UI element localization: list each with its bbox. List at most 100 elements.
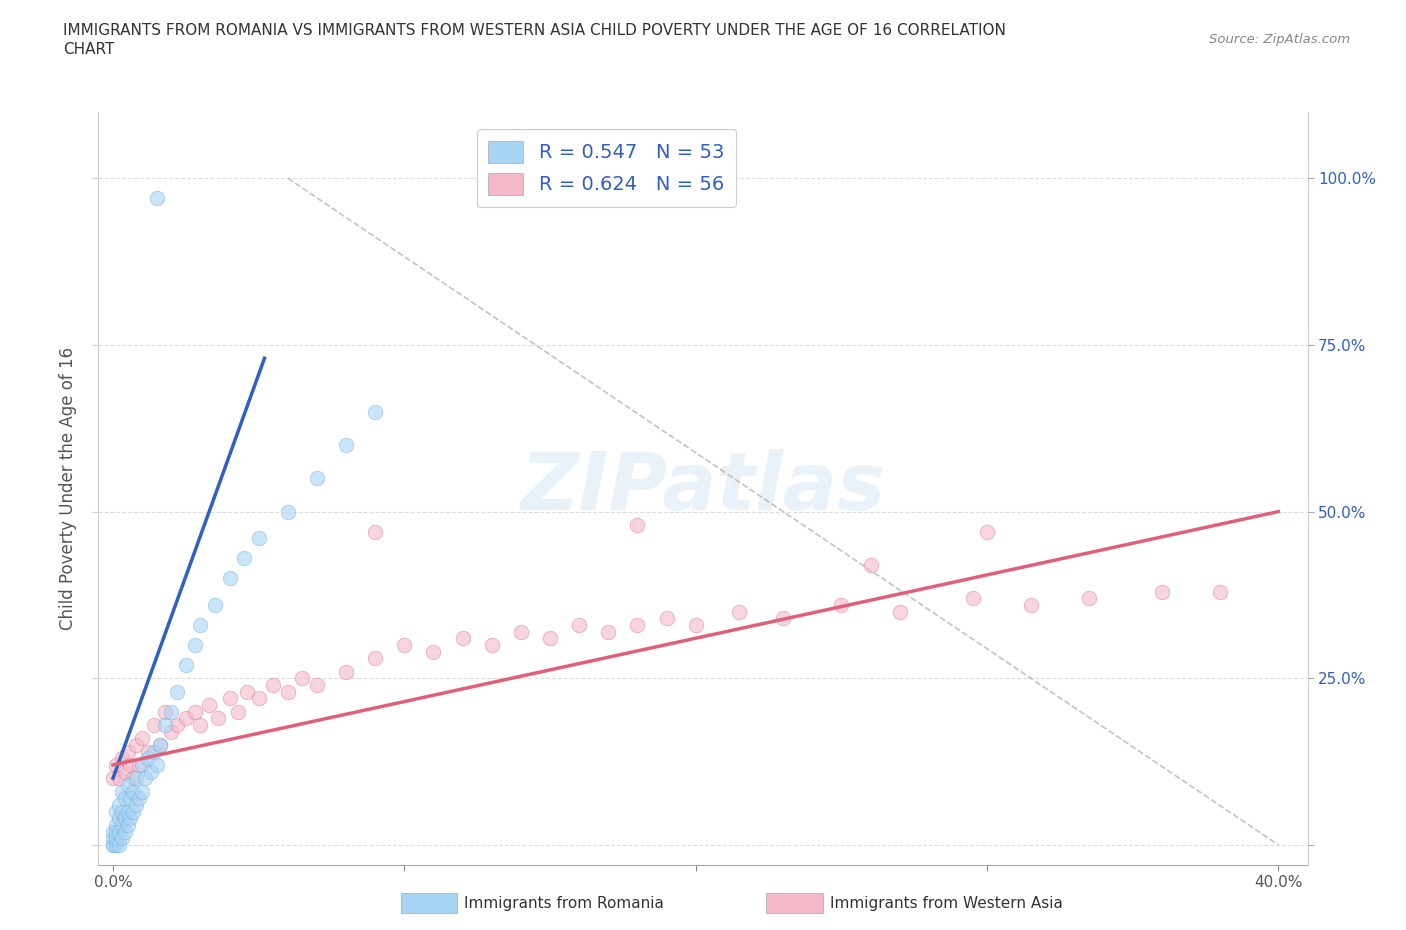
Point	[160, 724, 183, 739]
Point	[1150, 584, 1173, 599]
Point	[481, 637, 503, 652]
Point	[174, 711, 197, 725]
Point	[236, 684, 259, 699]
Point	[598, 624, 620, 639]
Text: CHART: CHART	[63, 42, 115, 57]
Point	[136, 751, 159, 765]
Point	[394, 637, 416, 652]
Point	[226, 704, 249, 719]
Point	[626, 618, 648, 632]
Point	[305, 471, 328, 485]
Point	[122, 804, 145, 819]
Point	[183, 637, 205, 652]
Text: ZIPatlas: ZIPatlas	[520, 449, 886, 527]
Point	[277, 684, 299, 699]
Point	[568, 618, 591, 632]
Point	[262, 677, 284, 692]
Point	[128, 757, 150, 772]
Point	[364, 405, 387, 419]
Point	[247, 691, 270, 706]
Point	[218, 571, 240, 586]
Point	[364, 525, 387, 539]
Point	[114, 811, 136, 826]
Point	[830, 597, 852, 612]
Point	[166, 684, 188, 699]
Point	[859, 557, 882, 572]
Text: Source: ZipAtlas.com: Source: ZipAtlas.com	[1209, 33, 1350, 46]
Point	[218, 691, 240, 706]
Point	[114, 790, 136, 805]
Point	[962, 591, 984, 605]
Point	[190, 618, 212, 632]
Point	[142, 744, 165, 759]
Point	[149, 737, 172, 752]
Point	[111, 784, 134, 799]
Point	[104, 824, 127, 839]
Point	[335, 664, 357, 679]
Point	[155, 704, 177, 719]
Point	[976, 525, 998, 539]
Point	[131, 757, 153, 772]
Point	[108, 824, 131, 839]
Point	[108, 837, 131, 852]
Point	[111, 751, 134, 765]
Point	[111, 817, 134, 832]
Point	[125, 797, 148, 812]
Point	[728, 604, 751, 619]
Point	[120, 790, 142, 805]
Text: Immigrants from Romania: Immigrants from Romania	[464, 897, 664, 911]
Point	[772, 611, 794, 626]
Point	[120, 757, 142, 772]
Point	[104, 804, 127, 819]
Point	[305, 677, 328, 692]
Point	[108, 771, 131, 786]
Point	[139, 764, 162, 779]
Point	[422, 644, 444, 659]
Point	[183, 704, 205, 719]
Point	[101, 837, 124, 852]
Point	[108, 797, 131, 812]
Point	[134, 771, 156, 786]
Point	[277, 504, 299, 519]
Point	[364, 651, 387, 666]
Point	[117, 744, 139, 759]
Point	[233, 551, 256, 565]
Point	[104, 837, 127, 852]
Point	[117, 804, 139, 819]
Legend: R = 0.547   N = 53, R = 0.624   N = 56: R = 0.547 N = 53, R = 0.624 N = 56	[477, 129, 735, 206]
Point	[145, 191, 167, 206]
Point	[160, 704, 183, 719]
Point	[125, 771, 148, 786]
Point	[136, 744, 159, 759]
Point	[131, 784, 153, 799]
Point	[120, 811, 142, 826]
Point	[117, 817, 139, 832]
Point	[291, 671, 314, 685]
Point	[190, 717, 212, 732]
Point	[122, 784, 145, 799]
Point	[131, 731, 153, 746]
Point	[1019, 597, 1042, 612]
Point	[101, 771, 124, 786]
Point	[451, 631, 474, 645]
Point	[626, 517, 648, 532]
Y-axis label: Child Poverty Under the Age of 16: Child Poverty Under the Age of 16	[59, 347, 77, 630]
Point	[335, 437, 357, 452]
Point	[655, 611, 678, 626]
Point	[247, 531, 270, 546]
Point	[538, 631, 561, 645]
Point	[111, 804, 134, 819]
Point	[101, 824, 124, 839]
Point	[128, 790, 150, 805]
Point	[174, 658, 197, 672]
Point	[1209, 584, 1232, 599]
Point	[204, 597, 226, 612]
Point	[155, 717, 177, 732]
Point	[114, 824, 136, 839]
Point	[104, 830, 127, 845]
Point	[145, 757, 167, 772]
Text: IMMIGRANTS FROM ROMANIA VS IMMIGRANTS FROM WESTERN ASIA CHILD POVERTY UNDER THE : IMMIGRANTS FROM ROMANIA VS IMMIGRANTS FR…	[63, 23, 1007, 38]
Point	[125, 737, 148, 752]
Point	[166, 717, 188, 732]
Point	[111, 830, 134, 845]
